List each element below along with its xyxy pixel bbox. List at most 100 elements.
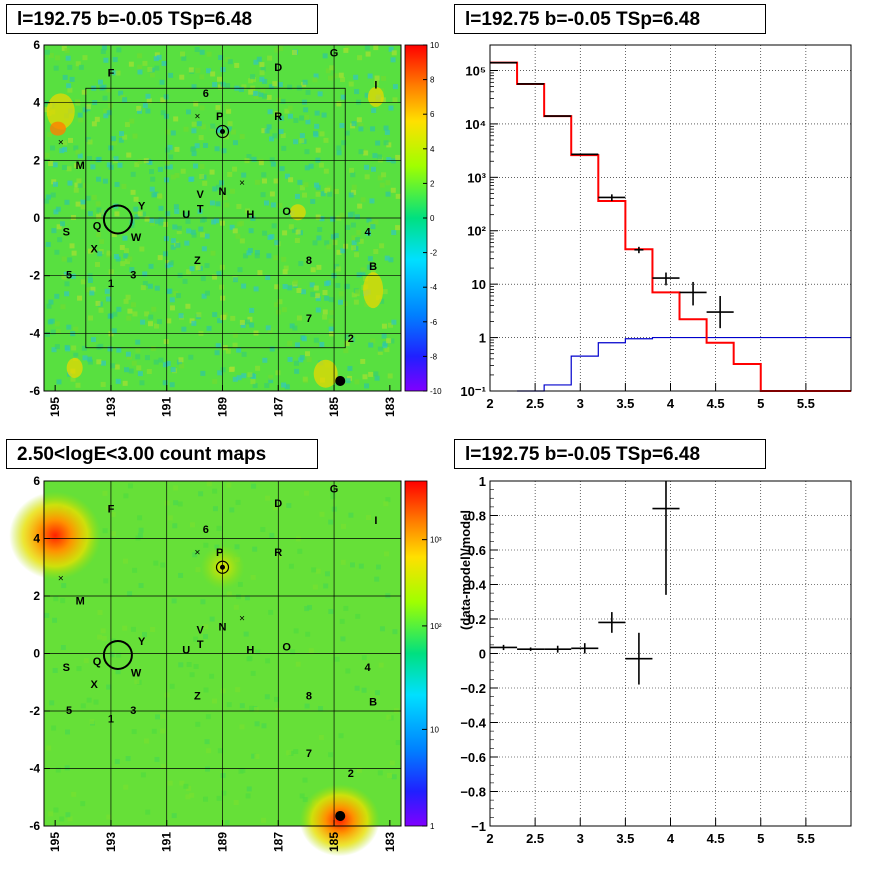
- plot-frame: [489, 480, 852, 827]
- map-pixel: [167, 780, 173, 786]
- map-pixel: [323, 137, 329, 143]
- map-pixel: [215, 127, 221, 133]
- map-pixel: [387, 373, 393, 379]
- y-tick-label: -6: [29, 384, 40, 398]
- map-pixel: [259, 62, 265, 68]
- map-pixel: [384, 255, 390, 261]
- map-pixel: [386, 157, 392, 163]
- map-pixel: [368, 342, 374, 348]
- map-pixel: [386, 338, 392, 344]
- map-pixel: [381, 333, 387, 339]
- map-pixel: [126, 152, 132, 158]
- map-pixel: [50, 145, 56, 151]
- map-pixel: [237, 267, 243, 273]
- map-pixel: [156, 319, 162, 325]
- map-pixel: [130, 189, 136, 195]
- map-pixel: [280, 133, 286, 139]
- map-pixel: [318, 734, 324, 740]
- x-tick-label: 185: [327, 832, 341, 852]
- source-label: V: [197, 624, 205, 636]
- source-label: S: [63, 662, 70, 674]
- map-pixel: [313, 130, 319, 136]
- map-pixel: [196, 121, 202, 127]
- map-pixel: [185, 109, 191, 115]
- map-pixel: [322, 53, 328, 59]
- map-pixel: [127, 308, 133, 314]
- map-pixel: [224, 202, 230, 208]
- map-pixel: [314, 293, 320, 299]
- map-pixel: [123, 253, 129, 259]
- map-pixel: [132, 567, 138, 573]
- map-pixel: [179, 74, 185, 80]
- x-tick-label: 4.5: [707, 831, 725, 846]
- map-pixel: [112, 57, 118, 63]
- map-pixel: [379, 298, 385, 304]
- map-pixel: [216, 271, 222, 277]
- source-label: 6: [203, 88, 209, 100]
- map-pixel: [200, 370, 206, 376]
- map-pixel: [210, 123, 216, 129]
- map-pixel: [158, 205, 164, 211]
- map-pixel: [198, 491, 204, 497]
- map-pixel: [364, 383, 370, 389]
- map-pixel: [93, 699, 99, 705]
- map-pixel: [354, 89, 360, 95]
- map-pixel: [302, 192, 308, 198]
- map-pixel: [277, 202, 283, 208]
- map-pixel: [150, 346, 156, 352]
- map-pixel: [75, 61, 81, 67]
- map-pixel: [269, 532, 275, 538]
- map-pixel: [245, 208, 251, 214]
- map-pixel: [153, 56, 159, 62]
- map-pixel: [351, 235, 357, 241]
- map-pixel: [102, 95, 108, 101]
- x-tick-label: 3.5: [616, 396, 634, 411]
- map-pixel: [199, 232, 205, 238]
- map-pixel: [78, 117, 84, 123]
- map-pixel: [241, 351, 247, 357]
- spectrum-plot: 2 2.5 3 3.5 4 4.5 5 5.5 10⁵ 10⁴ 10³ 10² 10 1 10⁻¹: [460, 44, 852, 411]
- map-pixel: [262, 93, 268, 99]
- map-pixel: [100, 49, 106, 55]
- map-pixel: [61, 274, 67, 280]
- map-pixel: [257, 270, 263, 276]
- map-pixel: [102, 528, 108, 534]
- map-pixel: [358, 126, 364, 132]
- map-pixel: [267, 234, 273, 240]
- map-pixel: [95, 300, 101, 306]
- map-pixel: [391, 774, 397, 780]
- source-label: 1: [108, 714, 114, 726]
- source-label: W: [131, 668, 142, 680]
- map-pixel: [160, 97, 166, 103]
- map-pixel: [176, 225, 182, 231]
- map-pixel: [345, 668, 351, 674]
- map-pixel: [297, 548, 303, 554]
- map-pixel: [362, 374, 368, 380]
- map-pixel: [169, 683, 175, 689]
- map-pixel: [254, 753, 260, 759]
- source-label: P: [216, 547, 223, 559]
- map-pixel: [45, 331, 51, 337]
- map-pixel: [97, 610, 103, 616]
- map-pixel: [125, 294, 131, 300]
- map-pixel: [329, 310, 335, 316]
- map-pixel: [377, 349, 383, 355]
- map-pixel: [77, 153, 83, 159]
- x-tick-label: 189: [216, 397, 230, 417]
- map-pixel: [170, 367, 176, 373]
- map-pixel: [262, 230, 268, 236]
- map-pixel: [138, 583, 144, 589]
- y-tick-label: 4: [33, 96, 40, 110]
- map-pixel: [127, 483, 133, 489]
- map-pixel: [210, 250, 216, 256]
- source-label: 2: [348, 768, 354, 780]
- map-pixel: [391, 319, 397, 325]
- map-pixel: [52, 667, 58, 673]
- map-pixel: [261, 172, 267, 178]
- source-label: 5: [66, 705, 72, 717]
- map-pixel: [82, 55, 88, 61]
- map-pixel: [165, 129, 171, 135]
- map-pixel: [45, 241, 51, 247]
- map-pixel: [288, 563, 294, 569]
- source-label: 7: [306, 313, 312, 325]
